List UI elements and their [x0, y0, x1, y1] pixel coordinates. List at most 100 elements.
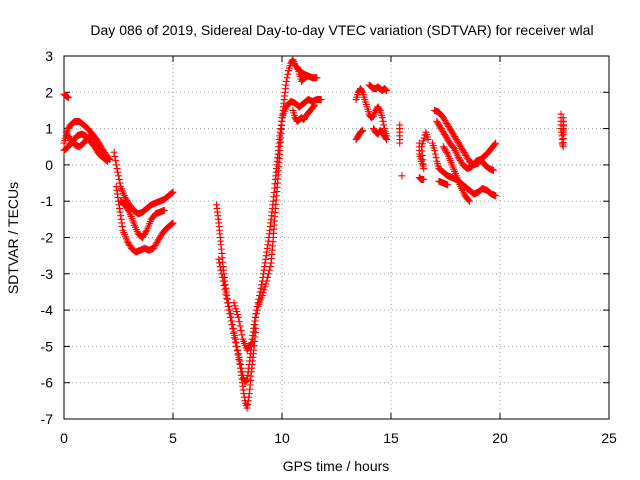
data-point: [448, 128, 456, 136]
data-point: [442, 147, 450, 155]
data-point: [63, 93, 71, 101]
data-point: [435, 120, 443, 128]
data-point: [116, 179, 124, 187]
data-point: [257, 284, 265, 292]
data-point: [383, 135, 391, 143]
data-point: [420, 175, 428, 183]
data-point: [450, 131, 458, 139]
data-point: [114, 168, 122, 176]
data-point: [418, 143, 426, 151]
data-point: [379, 117, 387, 125]
data-point: [155, 236, 163, 244]
data-point: [233, 347, 241, 355]
data-point: [138, 234, 146, 241]
data-point: [253, 306, 261, 314]
data-point: [398, 172, 406, 180]
data-point: [110, 148, 118, 156]
x-tick-label: 20: [492, 430, 508, 446]
data-point: [465, 197, 473, 205]
data-point: [232, 305, 240, 313]
data-point: [440, 129, 448, 137]
data-point: [231, 338, 239, 346]
data-point: [442, 133, 450, 141]
data-point: [375, 105, 383, 113]
data-point: [216, 259, 224, 267]
y-tick-label: -7: [41, 411, 54, 427]
data-point: [221, 286, 229, 294]
data-point: [449, 130, 457, 138]
data-point: [418, 140, 426, 148]
data-point: [260, 286, 268, 294]
data-point: [258, 292, 266, 300]
data-point: [441, 146, 449, 154]
data-point: [419, 137, 427, 145]
data-point: [126, 241, 134, 249]
data-point: [382, 86, 390, 94]
data-point: [253, 310, 261, 318]
data-point: [559, 128, 567, 136]
data-point: [491, 140, 499, 148]
data-point: [464, 154, 472, 162]
data-point: [224, 299, 231, 307]
data-point: [358, 127, 366, 135]
data-point: [238, 331, 246, 339]
x-tick-label: 0: [60, 430, 68, 446]
data-point: [122, 195, 130, 203]
data-point: [115, 175, 123, 183]
data-point: [62, 128, 70, 136]
data-point: [449, 143, 457, 151]
data-point: [439, 114, 447, 122]
data-point: [233, 308, 241, 316]
data-point: [434, 119, 442, 127]
data-point: [235, 355, 243, 363]
data-point: [358, 87, 366, 95]
data-point: [112, 161, 120, 169]
data-point: [462, 151, 470, 159]
data-point: [443, 120, 451, 128]
data-point: [235, 318, 243, 326]
data-point: [264, 270, 272, 278]
y-tick-label: -4: [41, 302, 54, 318]
data-point: [492, 192, 500, 200]
data-point: [229, 325, 237, 333]
data-point: [168, 220, 176, 228]
data-point: [455, 154, 463, 162]
data-point: [102, 156, 110, 164]
data-point: [454, 138, 462, 146]
data-point: [168, 189, 176, 197]
data-point: [455, 140, 463, 148]
data-point: [156, 233, 164, 241]
data-point: [169, 188, 177, 196]
data-point: [435, 122, 443, 130]
data-point: [97, 146, 105, 154]
data-point: [447, 127, 455, 135]
data-point: [492, 139, 500, 147]
data-point: [245, 343, 253, 351]
y-tick-label: -3: [41, 266, 54, 282]
data-point: [217, 266, 225, 274]
data-point: [104, 157, 112, 165]
data-point: [227, 317, 235, 325]
data-point: [103, 157, 111, 165]
data-point: [247, 339, 255, 347]
data-point: [236, 322, 244, 330]
data-point: [218, 270, 226, 278]
data-point: [151, 241, 159, 249]
data-point: [244, 345, 252, 353]
data-point: [313, 74, 321, 82]
y-tick-label: -6: [41, 375, 54, 391]
data-point: [266, 263, 274, 271]
data-point: [432, 154, 440, 162]
data-point: [115, 172, 122, 180]
data-point: [63, 130, 71, 138]
x-tick-label: 15: [383, 430, 399, 446]
x-tick-label: 10: [274, 430, 290, 446]
data-point: [442, 132, 449, 140]
data-point: [465, 196, 473, 204]
data-point: [64, 94, 72, 102]
data-point: [380, 121, 388, 129]
data-point: [452, 134, 460, 142]
data-point: [455, 155, 463, 163]
